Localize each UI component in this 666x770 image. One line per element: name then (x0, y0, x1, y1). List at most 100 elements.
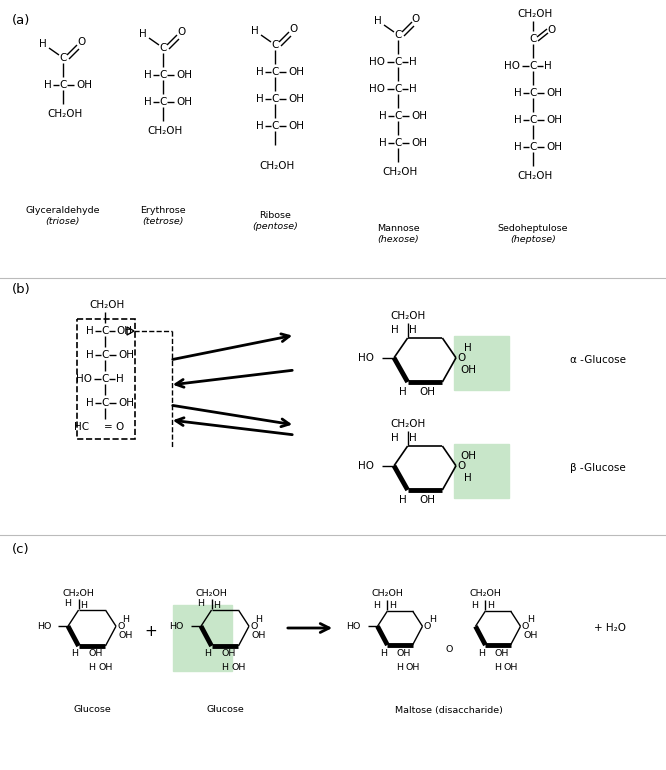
Text: C: C (394, 84, 402, 94)
Text: H: H (251, 26, 259, 36)
Text: HO: HO (170, 621, 184, 631)
Text: OH: OH (252, 631, 266, 641)
Text: H: H (487, 601, 494, 611)
Text: H: H (391, 325, 398, 335)
Text: OH: OH (222, 650, 236, 658)
Text: HO: HO (358, 460, 374, 470)
Text: O: O (547, 25, 555, 35)
Text: OH: OH (523, 631, 537, 641)
Text: (a): (a) (12, 14, 31, 27)
Text: Glyceraldehyde: Glyceraldehyde (26, 206, 101, 215)
Text: H: H (409, 84, 417, 94)
Text: OH: OH (411, 138, 427, 148)
Text: CH₂OH: CH₂OH (259, 161, 294, 171)
Text: C: C (529, 88, 537, 98)
Text: α -Glucose: α -Glucose (570, 355, 626, 365)
Text: OH: OH (419, 387, 435, 397)
Text: H: H (429, 615, 436, 624)
Text: C: C (394, 57, 402, 67)
Text: C: C (271, 40, 278, 50)
Text: CH₂OH: CH₂OH (470, 590, 501, 598)
Text: C: C (394, 111, 402, 121)
Text: H: H (256, 121, 264, 131)
Text: CH₂OH: CH₂OH (89, 300, 125, 310)
Text: C: C (271, 94, 278, 104)
Text: OH: OH (460, 365, 476, 375)
Text: OH: OH (503, 662, 517, 671)
Text: Ribose: Ribose (259, 210, 291, 219)
Text: H: H (514, 115, 522, 125)
Text: OH: OH (231, 664, 246, 672)
Text: CH₂OH: CH₂OH (390, 311, 426, 321)
Text: H: H (478, 648, 485, 658)
Text: OH: OH (288, 121, 304, 131)
Text: OH: OH (176, 70, 192, 80)
Text: H: H (197, 600, 204, 608)
Text: CH₂OH: CH₂OH (47, 109, 83, 119)
Text: C: C (529, 142, 537, 152)
Text: H: H (464, 343, 472, 353)
Text: H: H (86, 350, 94, 360)
Text: (hexose): (hexose) (377, 235, 419, 243)
Text: (tetrose): (tetrose) (143, 216, 184, 226)
Text: O: O (446, 645, 453, 654)
Text: H: H (409, 325, 416, 335)
Text: CH₂OH: CH₂OH (517, 9, 553, 19)
Text: HO: HO (346, 622, 360, 631)
Text: OH: OH (99, 664, 113, 672)
Text: H: H (380, 648, 387, 658)
Text: H: H (123, 615, 129, 624)
Text: CH₂OH: CH₂OH (390, 419, 426, 429)
Text: H: H (471, 601, 478, 610)
Text: O: O (522, 622, 529, 631)
Text: OH: OH (288, 94, 304, 104)
Text: OH: OH (411, 111, 427, 121)
Text: OH: OH (406, 662, 420, 671)
Text: Mannose: Mannose (377, 223, 420, 233)
Text: C: C (529, 61, 537, 71)
Text: Erythrose: Erythrose (140, 206, 186, 215)
Text: H: H (256, 94, 264, 104)
Text: H: H (213, 601, 220, 610)
Text: H: H (44, 80, 52, 90)
Text: OH: OH (89, 650, 103, 658)
Text: O: O (77, 37, 85, 47)
Text: H: H (86, 398, 94, 408)
Text: HO: HO (37, 621, 51, 631)
Text: O: O (115, 422, 123, 432)
Text: C: C (159, 43, 166, 53)
Text: Maltose (disaccharide): Maltose (disaccharide) (395, 705, 503, 715)
Text: CH₂OH: CH₂OH (517, 171, 553, 181)
Text: (c): (c) (12, 543, 29, 556)
Text: OH: OH (76, 80, 92, 90)
Text: HO: HO (369, 57, 385, 67)
Text: O: O (250, 621, 258, 631)
Text: HO: HO (76, 374, 92, 384)
Text: OH: OH (176, 97, 192, 107)
Text: H: H (89, 664, 95, 672)
Text: H: H (256, 67, 264, 77)
Text: OH: OH (118, 398, 134, 408)
Text: Glucose: Glucose (73, 705, 111, 715)
Text: (heptose): (heptose) (510, 235, 556, 243)
Text: O: O (117, 621, 125, 631)
Text: OH: OH (546, 142, 562, 152)
Text: HC: HC (74, 422, 89, 432)
Text: H: H (396, 662, 404, 671)
Text: H: H (222, 664, 228, 672)
Text: H: H (527, 615, 534, 624)
Text: HO: HO (504, 61, 520, 71)
Text: H: H (514, 142, 522, 152)
Text: H: H (544, 61, 552, 71)
Text: OH: OH (119, 631, 133, 641)
Text: OH: OH (546, 115, 562, 125)
Text: (triose): (triose) (46, 216, 80, 226)
Text: H: H (374, 16, 382, 26)
Text: H: H (379, 138, 387, 148)
Text: H: H (256, 615, 262, 624)
Text: O: O (458, 460, 466, 470)
Text: O: O (289, 24, 297, 34)
Text: C: C (529, 115, 537, 125)
Text: OH: OH (460, 451, 476, 461)
Text: C: C (271, 121, 278, 131)
